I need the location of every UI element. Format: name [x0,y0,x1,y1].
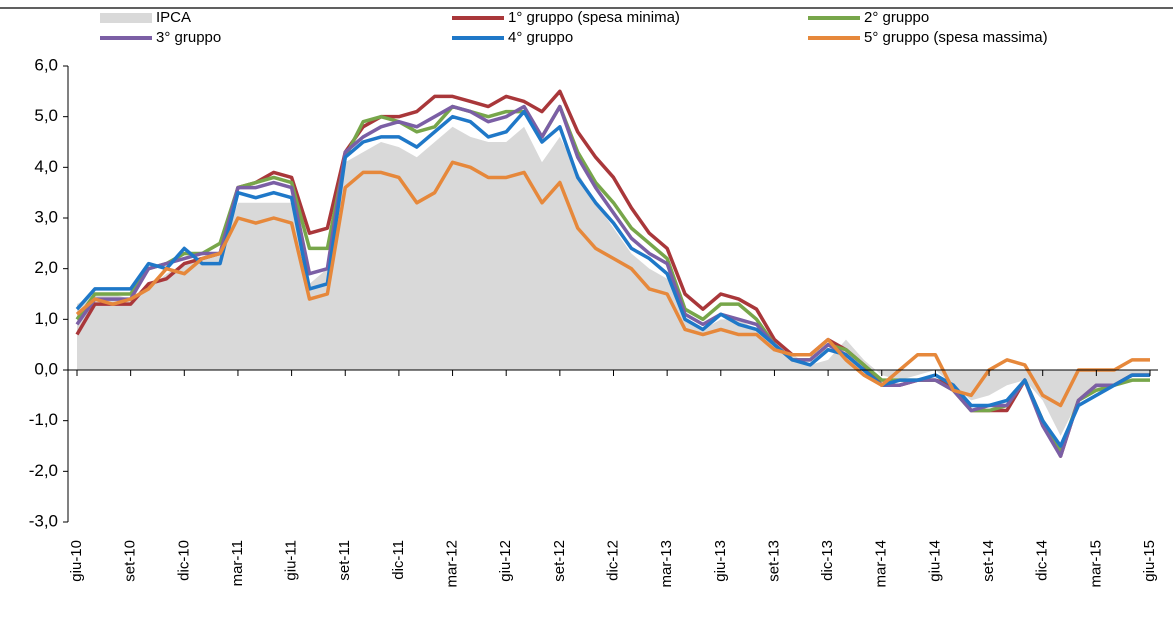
legend-swatch [100,13,152,23]
x-tick-label: giu-14 [926,540,943,582]
x-tick-label: dic-12 [604,540,621,581]
legend-label: 3° gruppo [156,29,221,46]
y-tick-label: 3,0 [34,207,58,226]
y-tick-label: 2,0 [34,258,58,277]
y-tick-label: 6,0 [34,55,58,74]
x-tick-label: giu-10 [68,540,85,582]
y-tick-label: -1,0 [29,410,58,429]
line [75,104,1150,458]
x-tick-label: giu-13 [712,540,729,582]
x-tick-label: set-13 [765,540,782,582]
x-tick-label: mar-15 [1087,540,1104,588]
x-tick-label: giu-11 [283,540,300,581]
area [77,126,1150,436]
x-tick-label: dic-11 [390,540,407,580]
x-tick-label: set-10 [122,540,139,582]
x-tick-label: set-12 [551,540,568,582]
y-tick-label: 0,0 [34,359,58,378]
x-tick-label: mar-12 [444,540,461,588]
x-tick-label: mar-14 [873,540,890,588]
x-tick-label: set-14 [980,540,997,582]
x-tick-label: giu-12 [497,540,514,582]
legend-label: IPCA [156,9,191,26]
x-tick-label: dic-10 [175,540,192,581]
y-tick-label: 1,0 [34,309,58,328]
y-tick-label: -3,0 [29,511,58,530]
y-tick-label: 4,0 [34,157,58,176]
legend-label: 4° gruppo [508,29,573,46]
x-tick-label: set-11 [336,540,353,581]
line [75,160,1150,408]
legend-label: 2° gruppo [864,9,929,26]
y-tick-label: -2,0 [29,461,58,480]
y-tick-label: 5,0 [34,106,58,125]
line [75,109,1150,448]
x-tick-label: mar-11 [229,540,246,586]
legend-label: 5° gruppo (spesa massima) [864,29,1048,46]
legend-label: 1° gruppo (spesa minima) [508,9,680,26]
x-tick-label: dic-13 [819,540,836,581]
x-tick-label: giu-15 [1141,540,1158,582]
x-tick-label: dic-14 [1034,540,1051,581]
x-tick-label: mar-13 [658,540,675,588]
